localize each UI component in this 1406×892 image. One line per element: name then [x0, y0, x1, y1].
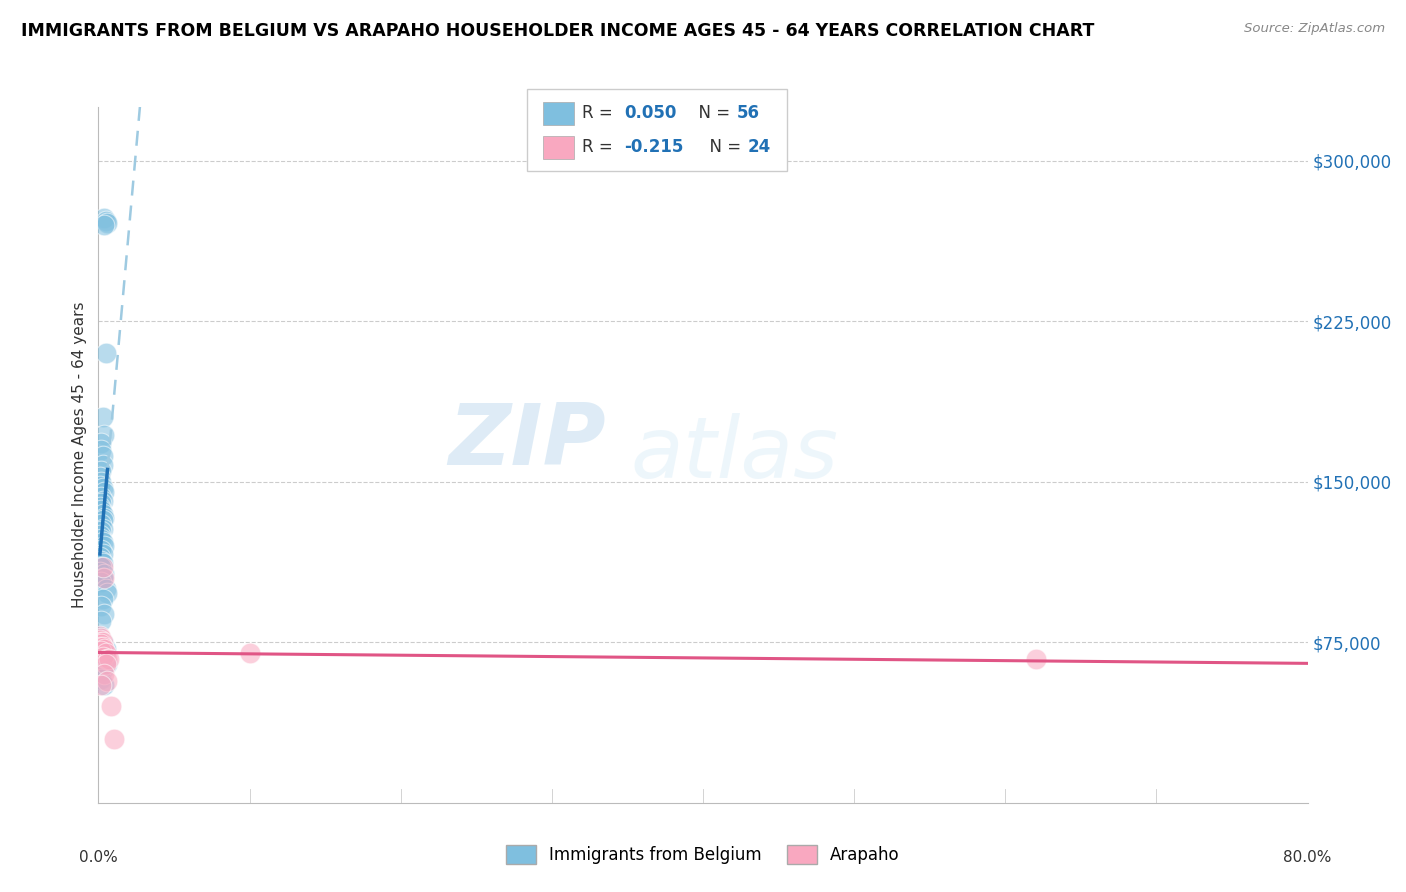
Text: 56: 56	[737, 104, 759, 122]
Point	[94, 641, 117, 656]
Point	[90, 442, 112, 457]
Point	[90, 543, 112, 558]
Point	[96, 586, 118, 600]
Point	[91, 556, 114, 570]
Point	[91, 635, 114, 649]
Point	[90, 575, 112, 590]
Point	[91, 663, 114, 677]
Point	[89, 633, 111, 648]
Point	[89, 479, 111, 493]
Point	[91, 494, 114, 508]
Point	[91, 513, 114, 527]
Point	[90, 599, 112, 613]
Point	[96, 673, 118, 688]
Point	[89, 565, 111, 579]
Point	[91, 481, 114, 495]
Point	[90, 560, 112, 574]
Point	[91, 635, 114, 649]
Point	[93, 485, 115, 500]
Text: Source: ZipAtlas.com: Source: ZipAtlas.com	[1244, 22, 1385, 36]
Point	[94, 213, 117, 227]
Point	[90, 644, 112, 658]
Point	[89, 640, 111, 654]
Text: R =: R =	[582, 138, 619, 156]
Point	[93, 607, 115, 622]
Point	[103, 731, 125, 746]
Point	[91, 640, 114, 654]
Point	[90, 533, 112, 547]
Point	[90, 672, 112, 686]
Text: ZIP: ZIP	[449, 400, 606, 483]
Text: 80.0%: 80.0%	[1284, 850, 1331, 865]
Point	[90, 635, 112, 649]
Point	[91, 571, 114, 585]
Point	[90, 490, 112, 504]
Y-axis label: Householder Income Ages 45 - 64 years: Householder Income Ages 45 - 64 years	[72, 301, 87, 608]
Point	[93, 678, 115, 692]
Point	[91, 449, 114, 463]
Point	[96, 216, 118, 230]
Text: R =: R =	[582, 104, 619, 122]
Point	[93, 571, 115, 585]
Point	[91, 534, 114, 549]
Point	[98, 652, 121, 666]
Text: N =: N =	[699, 138, 747, 156]
Point	[91, 522, 114, 536]
Point	[90, 637, 112, 651]
Point	[1024, 652, 1046, 666]
Point	[91, 507, 114, 521]
Point	[90, 631, 112, 645]
Point	[90, 475, 112, 489]
Point	[91, 592, 114, 607]
Legend: Immigrants from Belgium, Arapaho: Immigrants from Belgium, Arapaho	[499, 838, 907, 871]
Point	[89, 629, 111, 643]
Point	[91, 410, 114, 425]
Point	[90, 524, 112, 538]
Point	[100, 699, 122, 714]
Text: 24: 24	[748, 138, 772, 156]
Point	[91, 548, 114, 562]
Point	[93, 427, 115, 442]
Point	[90, 502, 112, 516]
Point	[96, 652, 118, 666]
Text: 0.0%: 0.0%	[79, 850, 118, 865]
Point	[89, 500, 111, 515]
Point	[91, 650, 114, 665]
Text: -0.215: -0.215	[624, 138, 683, 156]
Point	[90, 646, 112, 660]
Point	[91, 560, 114, 574]
Point	[93, 667, 115, 681]
Point	[89, 549, 111, 564]
Point	[93, 566, 115, 581]
Point	[93, 641, 115, 656]
Point	[94, 646, 117, 660]
Point	[90, 554, 112, 568]
Point	[96, 657, 118, 671]
Point	[90, 496, 112, 510]
Text: 0.050: 0.050	[624, 104, 676, 122]
Text: N =: N =	[688, 104, 735, 122]
Text: atlas: atlas	[630, 413, 838, 497]
Point	[93, 539, 115, 553]
Point	[94, 346, 117, 360]
Point	[89, 470, 111, 484]
Point	[91, 458, 114, 472]
Point	[93, 511, 115, 525]
Text: IMMIGRANTS FROM BELGIUM VS ARAPAHO HOUSEHOLDER INCOME AGES 45 - 64 YEARS CORRELA: IMMIGRANTS FROM BELGIUM VS ARAPAHO HOUSE…	[21, 22, 1094, 40]
Point	[93, 211, 115, 226]
Point	[89, 528, 111, 542]
Point	[90, 614, 112, 628]
Point	[91, 650, 114, 665]
Point	[94, 657, 117, 671]
Point	[90, 678, 112, 692]
Point	[90, 436, 112, 450]
Point	[90, 464, 112, 478]
Point	[93, 218, 115, 232]
Point	[239, 646, 262, 660]
Point	[94, 582, 117, 596]
Point	[90, 517, 112, 532]
